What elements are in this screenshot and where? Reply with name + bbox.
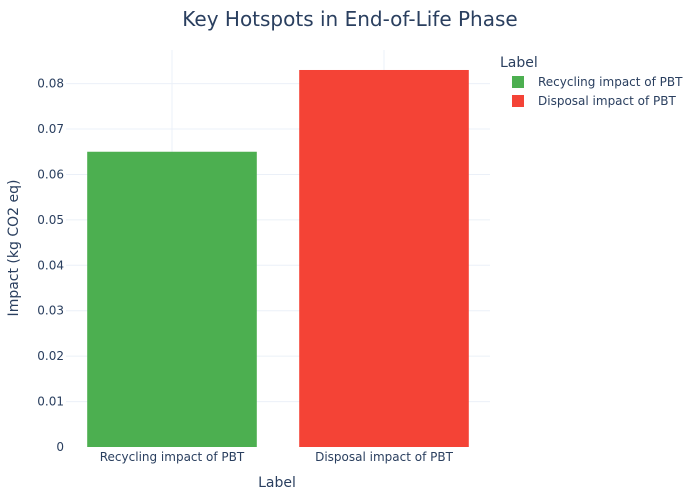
legend-swatch-1 xyxy=(512,76,524,88)
x-axis-label: Label xyxy=(258,475,296,491)
y-tick-label: 0.04 xyxy=(37,258,64,272)
y-axis-ticks: 0 0.01 0.02 0.03 0.04 0.05 0.06 0.07 0.08 xyxy=(37,77,64,454)
y-tick-label: 0 xyxy=(56,440,64,454)
legend-items: Recycling impact of PBT Disposal impact o… xyxy=(512,75,683,108)
bar-2 xyxy=(299,69,469,447)
y-tick-label: 0.02 xyxy=(37,349,64,363)
y-axis-label: Impact (kg CO2 eq) xyxy=(6,180,22,317)
chart-title: Key Hotspots in End-of-Life Phase xyxy=(182,7,517,31)
y-tick-label: 0.08 xyxy=(37,77,64,91)
x-tick-label: Recycling impact of PBT xyxy=(100,450,245,464)
y-tick-label: 0.05 xyxy=(37,213,64,227)
x-axis-ticks: Recycling impact of PBT Disposal impact o… xyxy=(100,450,454,464)
legend-entry-1: Recycling impact of PBT xyxy=(538,75,683,89)
y-tick-label: 0.07 xyxy=(37,122,64,136)
bar-1 xyxy=(87,151,257,447)
legend-swatch-2 xyxy=(512,95,524,107)
y-tick-label: 0.06 xyxy=(37,167,64,181)
legend-entry-2: Disposal impact of PBT xyxy=(538,94,677,108)
legend-title: Label xyxy=(500,55,538,71)
legend: Label Recycling impact of PBT Disposal im… xyxy=(500,55,683,108)
y-tick-label: 0.03 xyxy=(37,304,64,318)
bars xyxy=(87,69,469,447)
y-tick-label: 0.01 xyxy=(37,395,64,409)
x-tick-label: Disposal impact of PBT xyxy=(315,450,454,464)
